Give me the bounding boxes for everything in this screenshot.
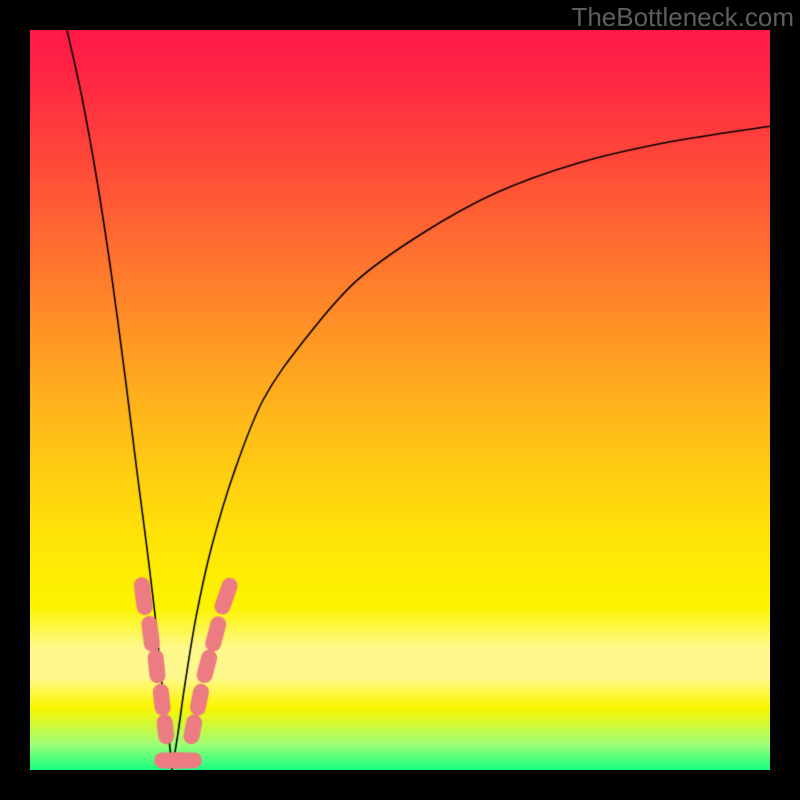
stage: TheBottleneck.com <box>0 0 800 800</box>
bottleneck-chart <box>30 30 770 770</box>
